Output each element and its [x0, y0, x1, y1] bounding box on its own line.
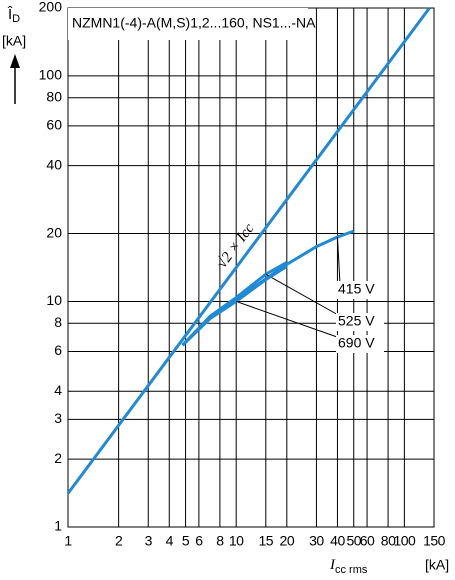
y-tick-label: 10	[46, 292, 62, 308]
x-label-sub: cc rms	[335, 564, 368, 576]
series-line	[181, 265, 288, 347]
plot-frame	[67, 7, 435, 528]
series-label: 525 V	[338, 313, 375, 329]
x-tick-label: 30	[309, 533, 324, 549]
x-tick-label: 40	[330, 533, 345, 549]
y-axis-label: ÎD	[7, 6, 20, 25]
y-tick-label: 200	[39, 0, 63, 15]
x-tick-label: 10	[229, 533, 244, 549]
x-axis-label: Icc rms	[329, 557, 368, 575]
y-tick-label: 8	[54, 314, 62, 330]
leader-line	[336, 237, 341, 285]
x-tick-label: 80	[381, 533, 396, 549]
x-tick-label: 50	[346, 533, 361, 549]
y-tick-label: 40	[46, 156, 62, 172]
series-line	[66, 7, 431, 495]
x-tick-label: 100	[393, 533, 416, 549]
x-tick-label: 60	[360, 533, 375, 549]
y-tick-label: 80	[46, 88, 62, 104]
x-tick-label: 150	[423, 533, 446, 549]
y-tick-label: 60	[46, 117, 62, 133]
chart-title: NZMN1(-4)-A(M,S)1,2...160, NS1...-NA	[72, 15, 316, 31]
x-tick-label: 3	[145, 533, 153, 549]
y-tick-label: 20	[46, 224, 62, 240]
x-tick-label: 5	[182, 533, 190, 549]
x-axis-unit: [kA]	[425, 557, 449, 573]
x-tick-label: 2	[115, 533, 123, 549]
x-label-main: I	[329, 557, 336, 573]
x-tick-label: 4	[166, 533, 174, 549]
x-tick-label: 15	[259, 533, 274, 549]
series-label: 415 V	[338, 281, 375, 297]
leader-line	[236, 300, 341, 339]
y-tick-label: 1	[54, 518, 62, 534]
label-bg	[336, 335, 384, 353]
title-box	[68, 8, 308, 40]
x-tick-label: 20	[280, 533, 295, 549]
y-tick-label: 3	[54, 410, 62, 426]
y-label-sub: D	[12, 13, 20, 25]
y-tick-label: 100	[39, 67, 63, 83]
label-bg	[336, 313, 384, 331]
x-tick-label: 1	[64, 533, 72, 549]
y-label-main: Î	[7, 6, 13, 23]
x-tick-label: 6	[195, 533, 203, 549]
y-arrowhead	[10, 54, 20, 68]
y-tick-label: 6	[54, 342, 62, 358]
y-tick-label: 2	[54, 450, 62, 466]
series-line	[181, 229, 355, 347]
y-tick-label: 4	[54, 382, 62, 398]
series-label: 690 V	[338, 335, 375, 351]
x-tick-label: 8	[216, 533, 224, 549]
leader-line	[265, 273, 341, 317]
label-bg	[336, 281, 384, 299]
y-axis-unit: [kA]	[2, 33, 26, 49]
